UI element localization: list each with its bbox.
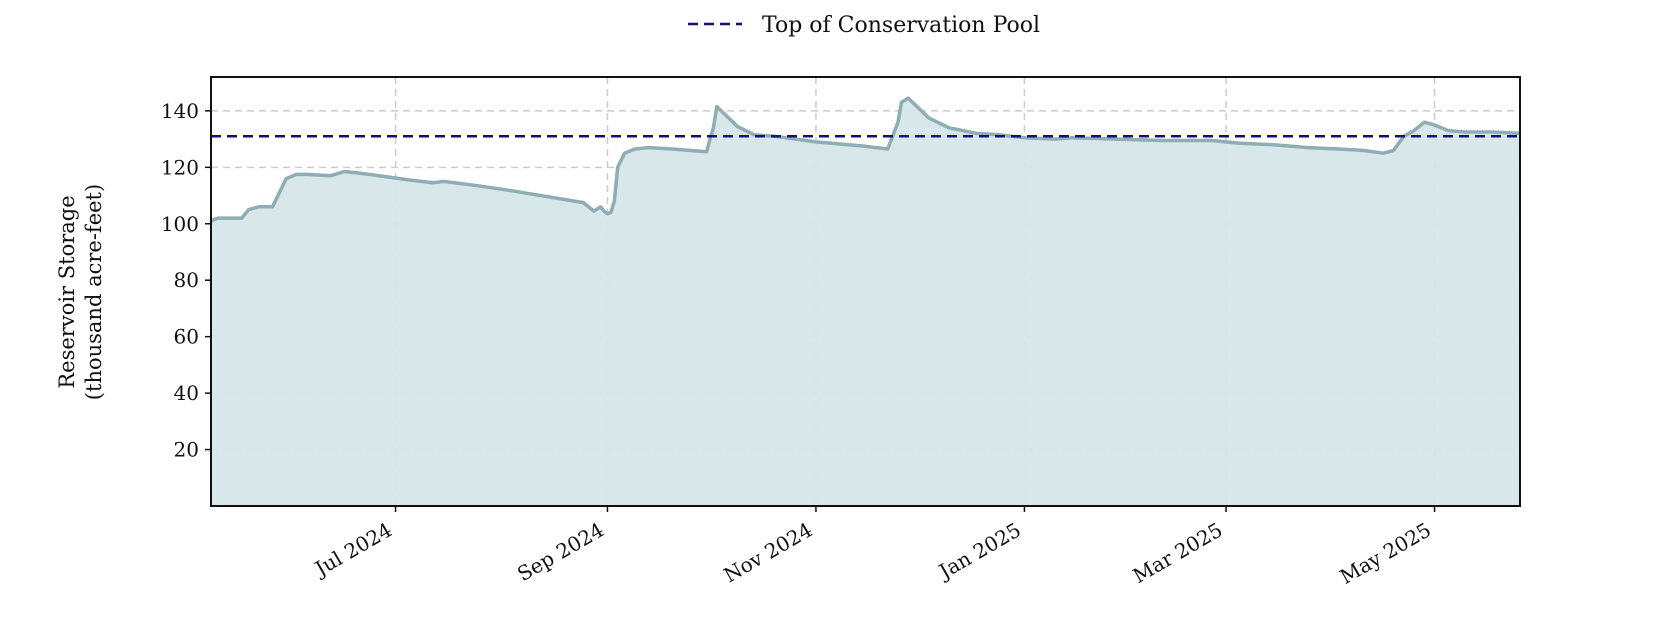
x-tick-label-4: Mar 2025: [1129, 518, 1227, 588]
x-tick-label-3: Jan 2025: [933, 518, 1025, 585]
storage-series-line: [210, 96, 1521, 223]
y-tick-label-100: 100: [161, 212, 199, 236]
y-axis-label-line-1: Reservoir Storage: [55, 195, 79, 388]
x-tick-label-0: Jul 2024: [309, 518, 396, 582]
storage-area-fill: [211, 98, 1520, 506]
y-axis-ticks: 20 40 60 80 100 120 140: [161, 99, 211, 462]
y-tick-label-120: 120: [161, 155, 199, 179]
plot-frame: [210, 76, 1521, 507]
legend-label-reference-line: Top of Conservation Pool: [762, 13, 1040, 38]
y-tick-label-60: 60: [174, 325, 199, 349]
legend: Top of Conservation Pool: [688, 13, 1040, 38]
y-tick-label-140: 140: [161, 99, 199, 123]
x-tick-label-1: Sep 2024: [513, 518, 608, 587]
x-tick-label-2: Nov 2024: [719, 518, 816, 588]
x-axis-ticks: Jul 2024 Sep 2024 Nov 2024 Jan 2025 Mar 2025…: [309, 506, 1436, 589]
x-tick-label-5: May 2025: [1336, 518, 1435, 589]
y-tick-label-20: 20: [174, 438, 199, 462]
y-tick-label-40: 40: [174, 381, 199, 405]
y-tick-label-80: 80: [174, 268, 199, 292]
y-axis-label-line-2: (thousand acre-feet): [82, 184, 106, 400]
